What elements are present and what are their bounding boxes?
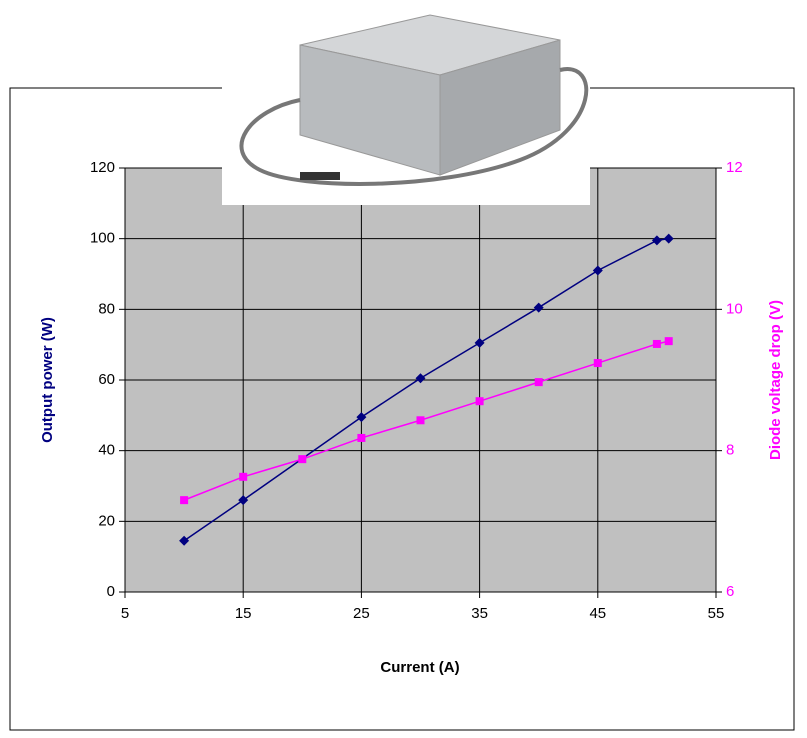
x-tick-label: 25 — [353, 605, 370, 622]
photo-box-side — [439, 39, 561, 176]
x-tick-label: 45 — [589, 605, 606, 622]
point-marker — [474, 337, 485, 348]
x-tick-label: 35 — [471, 605, 488, 622]
point-marker — [298, 455, 307, 464]
y-tick-label: 20 — [98, 512, 115, 529]
point-marker — [475, 397, 484, 406]
point-marker — [533, 302, 544, 313]
x-axis-title: Current (A) — [380, 659, 459, 676]
marks — [179, 233, 674, 546]
point-marker — [593, 359, 602, 368]
series-line — [183, 340, 669, 501]
point-marker — [239, 472, 248, 481]
point-marker — [357, 433, 366, 442]
y2-tick-label: 10 — [726, 300, 743, 317]
y-tick-label: 40 — [98, 442, 115, 459]
point-marker — [415, 373, 426, 384]
point-marker — [180, 496, 189, 505]
point-marker — [592, 265, 603, 276]
point-marker — [534, 378, 543, 387]
y-tick-label: 60 — [98, 371, 115, 388]
y2-tick-label: 12 — [726, 159, 743, 176]
x-tick-label: 15 — [235, 605, 252, 622]
y-tick-label: 0 — [107, 583, 115, 600]
x-tick-label: 55 — [708, 605, 725, 622]
y2-tick-label: 6 — [726, 583, 734, 600]
point-marker — [179, 535, 190, 546]
x-tick-label: 5 — [121, 605, 129, 622]
point-marker — [238, 495, 249, 506]
point-marker — [651, 235, 662, 246]
y-tick-label: 120 — [90, 159, 115, 176]
y-tick-label: 80 — [98, 300, 115, 317]
photo-fiber — [239, 67, 589, 186]
y2-axis-title: Diode voltage drop (V) — [767, 300, 784, 460]
product-photo — [222, 0, 590, 205]
y-tick-label: 100 — [90, 230, 115, 247]
point-marker — [664, 337, 673, 346]
y2-tick-label: 8 — [726, 442, 734, 459]
y-axis-title: Output power (W) — [39, 317, 56, 443]
point-marker — [652, 339, 661, 348]
point-marker — [356, 412, 367, 423]
photo-connector — [300, 172, 340, 180]
point-marker — [663, 233, 674, 244]
point-marker — [416, 416, 425, 425]
